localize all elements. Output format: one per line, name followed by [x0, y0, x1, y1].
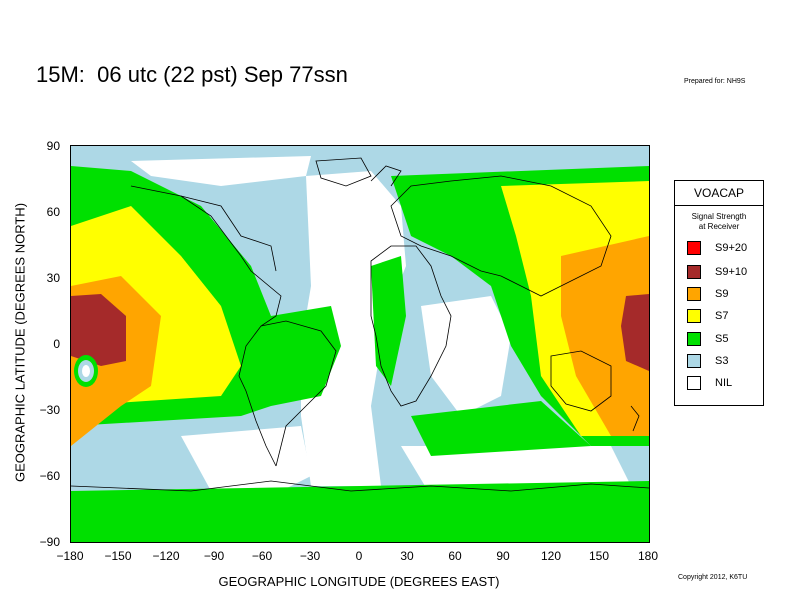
legend-item-label: S3: [715, 355, 729, 367]
legend-swatch: [687, 265, 701, 279]
y-tick: 90: [46, 139, 60, 153]
y-tick: −90: [39, 535, 60, 549]
x-tick: −90: [203, 549, 225, 563]
legend-item: S7: [687, 309, 728, 323]
coastlines: [71, 157, 649, 492]
x-tick: 120: [540, 549, 562, 563]
y-tick: −30: [39, 403, 60, 417]
nil-atlantic-africa: [301, 171, 406, 486]
legend-swatch: [687, 332, 701, 346]
legend-item: S9: [687, 287, 728, 301]
map-title: 15M: 06 utc (22 pst) Sep 77ssn: [36, 62, 348, 87]
nil-indian-ocean: [421, 296, 511, 416]
prepared-for-note: Prepared for: NH9S: [684, 78, 746, 85]
legend-swatch: [687, 241, 701, 255]
legend-item: S9+20: [687, 241, 747, 255]
nil-south-atlantic: [181, 426, 311, 496]
legend-item: S3: [687, 354, 728, 368]
s5-south-indian: [411, 401, 591, 456]
x-tick: 30: [400, 549, 414, 563]
x-tick: 90: [496, 549, 510, 563]
legend-item-label: NIL: [715, 377, 733, 389]
x-tick: −180: [56, 549, 84, 563]
legend-item: S5: [687, 332, 728, 346]
legend-title: VOACAP: [675, 181, 763, 206]
x-tick: 180: [637, 549, 659, 563]
x-tick: −120: [152, 549, 180, 563]
x-tick: 60: [448, 549, 462, 563]
legend-item-label: S9+10: [715, 266, 748, 278]
legend-subtitle-line1: Signal Strength: [691, 212, 747, 221]
x-tick: 0: [355, 549, 363, 563]
s5-antarctica: [71, 481, 649, 542]
s9p10-west-pacific: [621, 294, 649, 371]
nil-arctic: [131, 156, 311, 186]
legend-swatch: [687, 376, 701, 390]
legend-item-label: S9: [715, 288, 729, 300]
legend: VOACAP Signal Strength at Receiver S9+20…: [674, 180, 764, 406]
copyright-note: Copyright 2012, K6TU: [678, 574, 748, 581]
legend-item-label: S9+20: [715, 242, 748, 254]
x-tick: 150: [588, 549, 610, 563]
legend-item: S9+10: [687, 265, 747, 279]
x-tick: −60: [251, 549, 273, 563]
legend-item-label: S7: [715, 310, 729, 322]
legend-swatch: [687, 287, 701, 301]
y-tick: 60: [46, 205, 60, 219]
y-tick: 30: [46, 271, 60, 285]
s5-africa-west: [371, 256, 406, 386]
legend-item-label: S5: [715, 333, 729, 345]
legend-subtitle: Signal Strength at Receiver: [675, 212, 763, 232]
map-canvas: [71, 146, 649, 542]
legend-item: NIL: [687, 376, 732, 390]
x-tick: −30: [299, 549, 321, 563]
legend-swatch: [687, 309, 701, 323]
y-tick: 0: [53, 337, 60, 351]
y-tick: −60: [39, 469, 60, 483]
legend-subtitle-line2: at Receiver: [698, 222, 740, 231]
x-axis-label: GEOGRAPHIC LONGITUDE (DEGREES EAST): [218, 574, 500, 589]
s9p10-east-pacific: [71, 294, 126, 366]
x-tick: −150: [104, 549, 132, 563]
legend-swatch: [687, 354, 701, 368]
y-axis-label: GEOGRAPHIC LATITUDE (DEGREES NORTH): [12, 202, 28, 483]
s9-west-pacific: [561, 236, 649, 436]
propagation-map: [70, 145, 650, 543]
